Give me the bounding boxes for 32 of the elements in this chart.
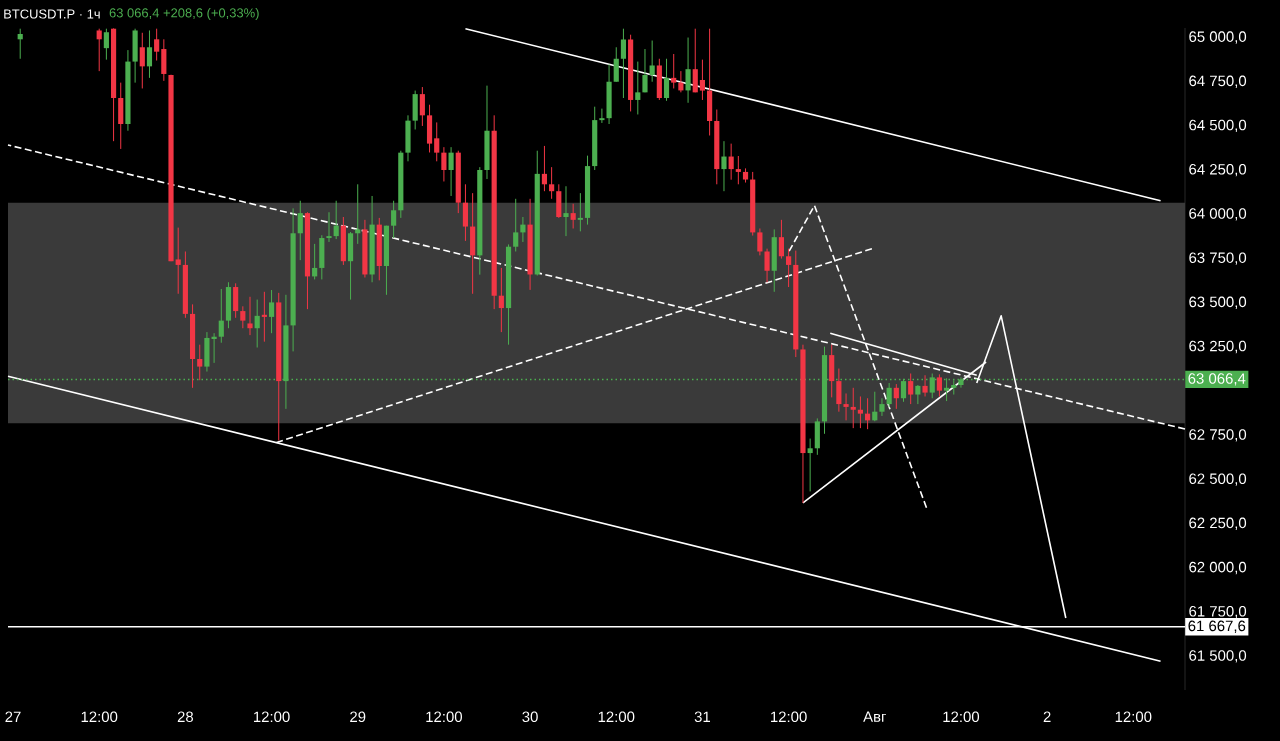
y-tick-label: 61 500,0: [1189, 650, 1247, 663]
x-tick-label: 27: [5, 711, 21, 722]
y-tick-label: 64 250,0: [1189, 163, 1247, 177]
y-tick-label: 63 500,0: [1189, 296, 1247, 309]
y-tick-label: 65 000,0: [1189, 31, 1247, 44]
x-tick-label: 12:00: [426, 711, 462, 723]
x-tick-label: 28: [177, 711, 194, 723]
y-tick-label: 63 250,0: [1189, 340, 1247, 354]
x-tick-label: 12:00: [1115, 711, 1152, 723]
x-tick-label: 12:00: [81, 711, 118, 723]
y-tick-label: 62 250,0: [1189, 517, 1247, 530]
x-tick-label: 2: [1043, 711, 1051, 722]
x-tick-label: 29: [350, 711, 366, 723]
y-tick-label: 62 500,0: [1189, 473, 1247, 486]
chart-subtitle: 63 066,4 +208,6 (+0,33%): [109, 7, 259, 21]
x-tick-label: 12:00: [943, 711, 980, 723]
y-tick-label: 63 750,0: [1189, 252, 1247, 265]
chart-title: BTCUSDT.P · 1ч: [4, 9, 100, 19]
x-tick-label: Авг: [863, 711, 887, 722]
ref-line-label: 61 667,6: [1188, 620, 1246, 633]
y-tick-label: 64 500,0: [1189, 119, 1247, 133]
y-tick-label: 64 750,0: [1189, 75, 1247, 88]
y-tick-label: 62 000,0: [1189, 561, 1247, 575]
x-tick-label: 30: [522, 711, 538, 723]
x-tick-label: 12:00: [253, 711, 290, 723]
y-tick-label: 61 750,0: [1189, 606, 1247, 619]
y-tick-label: 64 000,0: [1189, 208, 1247, 221]
ref-line-label: 63 066,4: [1188, 373, 1246, 386]
y-tick-label: 62 750,0: [1189, 429, 1247, 442]
x-tick-label: 12:00: [598, 711, 635, 723]
x-tick-label: 31: [694, 711, 710, 723]
x-tick-label: 12:00: [771, 711, 807, 723]
